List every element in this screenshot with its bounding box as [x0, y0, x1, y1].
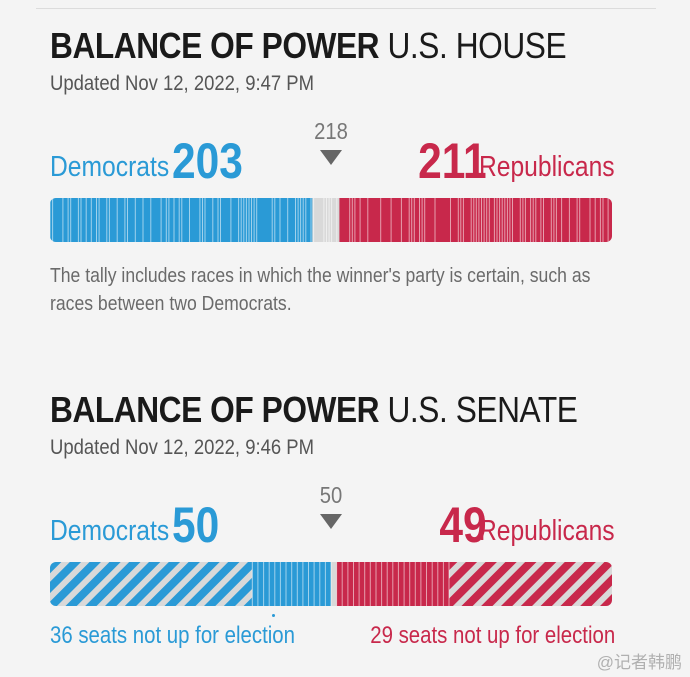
senate-title: BALANCE OF POWER U.S. SENATE [50, 388, 578, 432]
senate-footnotes: 36 seats not up for election 29 seats no… [50, 614, 615, 649]
senate-majority-marker [320, 514, 342, 529]
senate-updated: Updated Nov 12, 2022, 9:46 PM [50, 436, 315, 459]
house-title-bold: BALANCE OF POWER [50, 25, 380, 66]
dem-seats-segment [50, 198, 313, 242]
senate-rep-label: Republicans [479, 515, 615, 547]
senate-rep-count: 49 [439, 497, 487, 553]
seat-separators [50, 198, 609, 242]
house-dem-label: Democrats [50, 151, 170, 183]
senate-title-bold: BALANCE OF POWER [50, 389, 380, 430]
house-title: BALANCE OF POWER U.S. HOUSE [50, 24, 567, 68]
rep-seats-segment [339, 198, 612, 242]
seat-bar-segments [50, 198, 612, 242]
house-rep-label: Republicans [479, 151, 615, 183]
senate-count-row: Democrats 50 50 49 Republicans [50, 482, 615, 553]
house-majority-marker [320, 150, 342, 165]
house-updated: Updated Nov 12, 2022, 9:47 PM [50, 72, 315, 95]
house-section: BALANCE OF POWER U.S. HOUSE Updated Nov … [50, 24, 615, 318]
house-rep-count: 211 [418, 133, 487, 189]
senate-divider-dot [272, 614, 275, 617]
seat-separators [251, 562, 450, 606]
house-seat-bar [50, 198, 612, 242]
senate-section: BALANCE OF POWER U.S. SENATE Updated Nov… [50, 388, 615, 649]
senate-title-chamber: U.S. SENATE [387, 389, 578, 430]
senate-rep-not-up: 29 seats not up for election [370, 622, 615, 649]
senate-seat-bar [50, 562, 612, 606]
senate-dem-not-up: 36 seats not up for election [50, 622, 295, 649]
house-note: The tally includes races in which the wi… [50, 265, 591, 315]
dem-not-up-segment [50, 562, 253, 606]
house-title-chamber: U.S. HOUSE [387, 25, 567, 66]
house-majority-label: 218 [314, 118, 348, 144]
seat-bar-segments [50, 562, 612, 606]
senate-dem-label: Democrats [50, 515, 170, 547]
watermark: @记者韩鹏 [596, 653, 682, 672]
house-dem-count: 203 [172, 133, 243, 189]
rep-not-up-segment [449, 562, 612, 606]
senate-dem-count: 50 [172, 497, 220, 553]
house-count-row: Democrats 203 218 211 Republicans [50, 118, 615, 189]
top-divider [36, 8, 656, 9]
senate-majority-label: 50 [319, 482, 343, 508]
